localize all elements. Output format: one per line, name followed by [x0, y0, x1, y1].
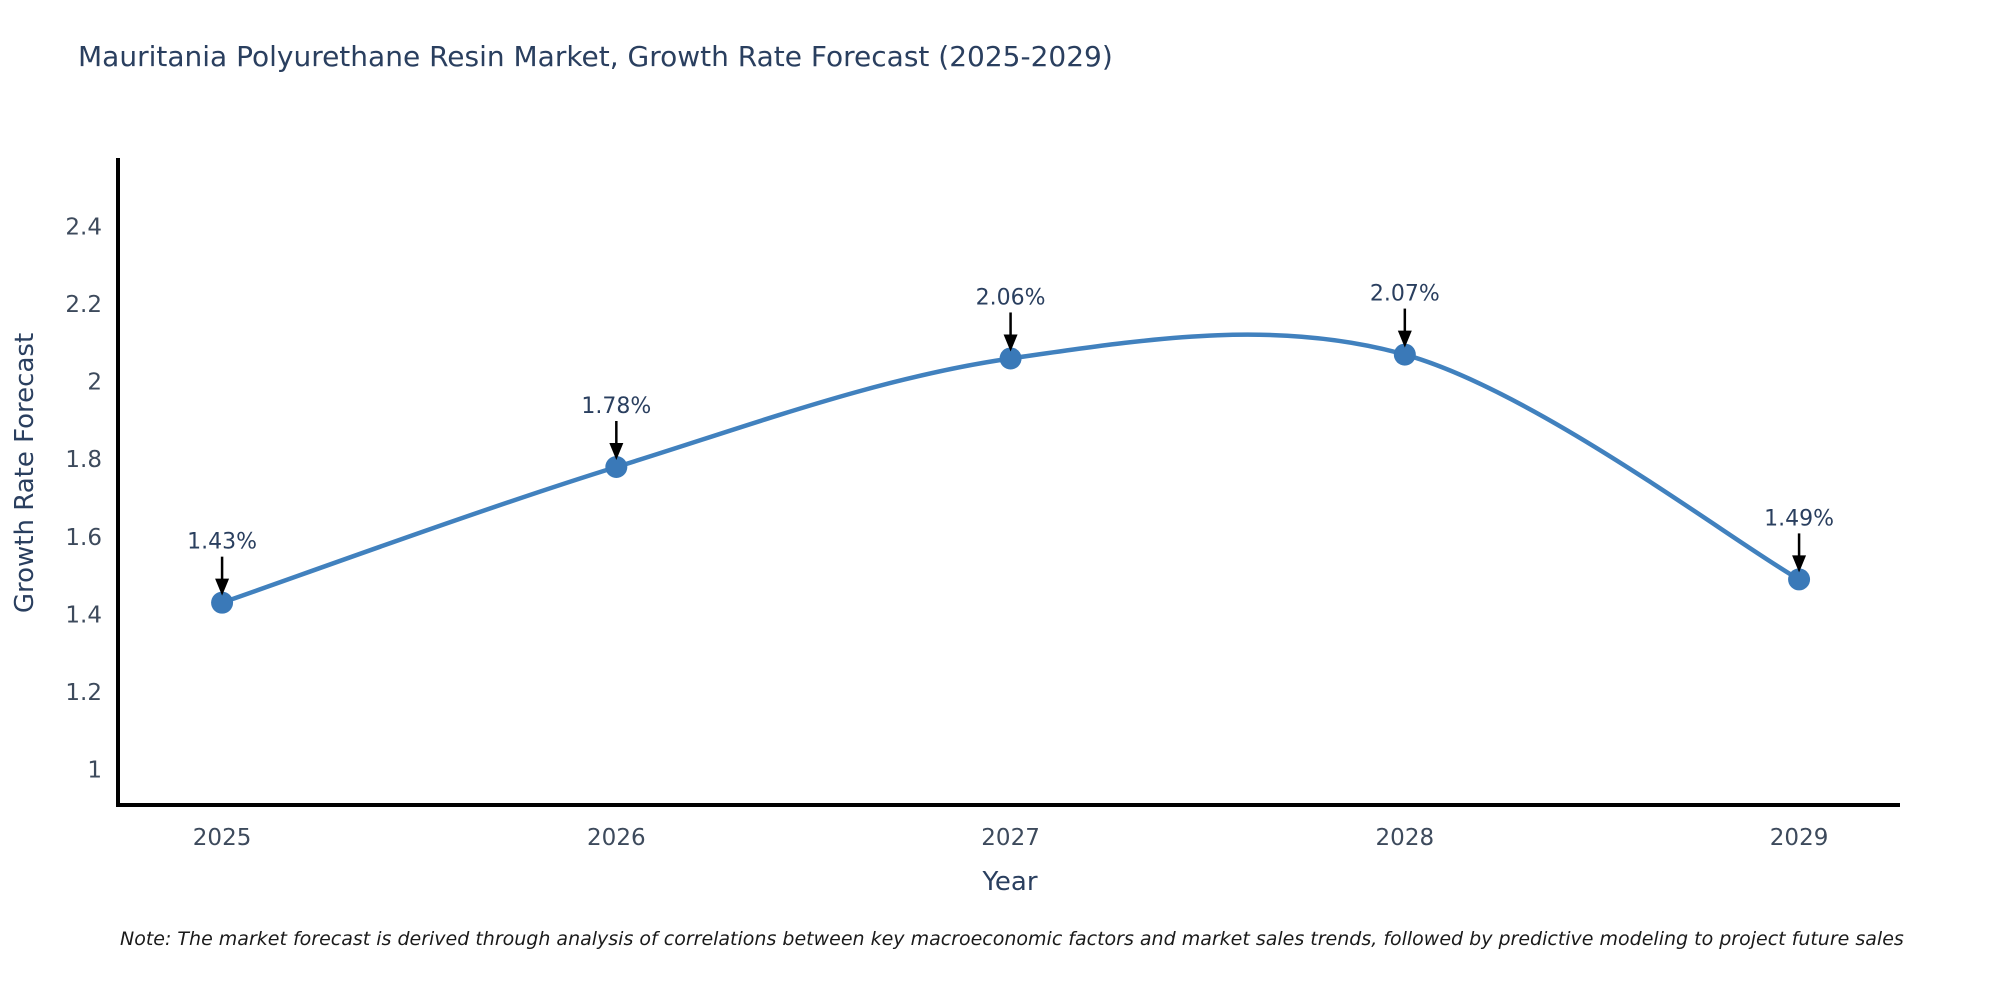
data-point-marker [999, 347, 1022, 370]
point-value-label: 1.78% [581, 394, 651, 419]
y-tick-label: 2.4 [65, 215, 102, 241]
x-tick-label: 2025 [193, 825, 252, 851]
annotation-arrow-head [1792, 555, 1807, 573]
x-tick-label: 2027 [981, 825, 1040, 851]
footnote: Note: The market forecast is derived thr… [120, 928, 1904, 950]
x-tick-label: 2028 [1376, 825, 1435, 851]
data-point-marker [1788, 568, 1811, 591]
chart-title: Mauritania Polyurethane Resin Market, Gr… [78, 40, 1113, 73]
point-value-label: 2.07% [1370, 282, 1440, 307]
y-tick-label: 2.2 [65, 292, 102, 318]
x-axis-title: Year [982, 867, 1038, 897]
x-tick-label: 2026 [587, 825, 646, 851]
y-tick-label: 1.4 [65, 602, 102, 628]
y-tick-label: 1.6 [65, 525, 102, 551]
data-point-marker [1393, 343, 1416, 366]
y-tick-label: 2 [87, 370, 102, 396]
forecast-line [221, 332, 1801, 605]
annotation-arrow-head [1397, 330, 1412, 348]
point-value-label: 1.49% [1764, 506, 1834, 531]
y-tick-label: 1.2 [65, 680, 102, 706]
annotation-arrow-head [609, 442, 624, 460]
y-axis-title: Growth Rate Forecast [10, 332, 40, 614]
data-point-marker [605, 455, 628, 478]
y-tick-label: 1.8 [65, 447, 102, 473]
x-tick-label: 2029 [1770, 825, 1829, 851]
y-tick-label: 1 [87, 757, 102, 783]
point-value-label: 1.43% [187, 530, 257, 555]
data-point-marker [211, 591, 234, 614]
annotation-arrow-head [215, 578, 230, 596]
point-value-label: 2.06% [976, 285, 1046, 310]
annotation-arrow-head [1003, 334, 1018, 352]
